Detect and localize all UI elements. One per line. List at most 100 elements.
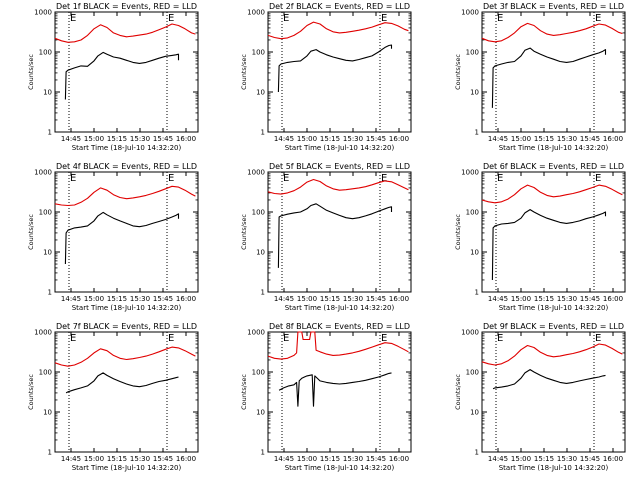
y-tick-label: 10 <box>43 409 52 417</box>
marker-label: E <box>595 333 601 344</box>
series-red-line <box>481 184 623 204</box>
x-axis-label: Start Time (18-Jul-10 14:32:20) <box>285 464 395 472</box>
x-tick-label: 14:45 <box>61 455 81 463</box>
y-tick-label: 100 <box>466 369 479 377</box>
x-tick-label: 16:00 <box>603 295 623 303</box>
panel-title: Det 1f BLACK = Events, RED = LLD <box>56 2 197 11</box>
y-tick-label: 1000 <box>461 9 479 17</box>
marker-label: E <box>381 13 387 24</box>
series-red-line <box>481 343 623 366</box>
panel-det-7: Det 7f BLACK = Events, RED = LLD 1 10 100 10… <box>27 322 199 472</box>
x-tick-label: 14:45 <box>274 295 294 303</box>
x-tick-label: 15:15 <box>534 135 554 143</box>
y-tick-label: 1000 <box>461 329 479 337</box>
x-tick-label: 16:00 <box>603 135 623 143</box>
y-tick-label: 100 <box>39 369 52 377</box>
panel-title: Det 4f BLACK = Events, RED = LLD <box>56 162 197 171</box>
plot-frame <box>54 11 199 133</box>
series-black-line <box>491 209 607 281</box>
y-tick-label: 1000 <box>247 169 265 177</box>
marker-label: E <box>70 333 76 344</box>
x-axis-label: Start Time (18-Jul-10 14:32:20) <box>499 464 609 472</box>
plot-frame <box>481 171 626 293</box>
x-tick-label: 15:15 <box>320 295 340 303</box>
panel-det-1: Det 1f BLACK = Events, RED = LLD 1 10 100 10… <box>27 2 199 152</box>
y-tick-label: 1 <box>261 449 265 457</box>
x-tick-label: 15:15 <box>320 455 340 463</box>
x-axis-label: Start Time (18-Jul-10 14:32:20) <box>499 304 609 312</box>
y-tick-label: 10 <box>470 409 479 417</box>
series-black-line <box>65 372 179 394</box>
y-axis-label: Counts/sec <box>27 214 35 250</box>
x-axis-label: Start Time (18-Jul-10 14:32:20) <box>499 144 609 152</box>
x-tick-label: 15:00 <box>297 455 317 463</box>
y-axis-label: Counts/sec <box>27 54 35 90</box>
x-tick-label: 16:00 <box>176 135 196 143</box>
x-tick-label: 14:45 <box>488 295 508 303</box>
plot-frame <box>267 331 412 453</box>
x-tick-label: 16:00 <box>176 455 196 463</box>
x-tick-label: 15:15 <box>534 295 554 303</box>
series-red-line <box>54 185 196 207</box>
y-axis-label: Counts/sec <box>240 214 248 250</box>
x-tick-label: 16:00 <box>389 455 409 463</box>
y-axis-label: Counts/sec <box>454 54 462 90</box>
x-tick-label: 15:00 <box>511 295 531 303</box>
x-tick-label: 14:45 <box>61 295 81 303</box>
marker-label: E <box>283 333 289 344</box>
x-tick-label: 15:45 <box>153 455 173 463</box>
series-black-line <box>277 203 393 268</box>
x-tick-label: 15:45 <box>366 135 386 143</box>
y-tick-label: 10 <box>470 249 479 257</box>
y-tick-label: 1 <box>48 449 52 457</box>
x-tick-label: 15:15 <box>107 295 127 303</box>
marker-label: E <box>497 173 503 184</box>
y-tick-label: 1000 <box>34 9 52 17</box>
x-tick-label: 15:45 <box>580 455 600 463</box>
panel-det-2: Det 2f BLACK = Events, RED = LLD 1 10 100 10… <box>240 2 412 152</box>
series-red-line <box>54 23 196 43</box>
series-black-line <box>491 47 607 108</box>
y-tick-label: 10 <box>256 249 265 257</box>
marker-label: E <box>70 173 76 184</box>
y-tick-label: 100 <box>39 209 52 217</box>
x-tick-label: 15:45 <box>580 135 600 143</box>
x-tick-label: 15:30 <box>557 455 577 463</box>
y-tick-label: 1 <box>475 129 479 137</box>
x-tick-label: 15:30 <box>130 135 150 143</box>
panel-title: Det 6f BLACK = Events, RED = LLD <box>483 162 624 171</box>
panel-det-9: Det 9f BLACK = Events, RED = LLD 1 10 100 10… <box>454 322 626 472</box>
y-axis-label: Counts/sec <box>27 374 35 410</box>
marker-label: E <box>283 13 289 24</box>
y-tick-label: 10 <box>43 249 52 257</box>
panel-det-8: Det 8f BLACK = Events, RED = LLD 1 10 100 10… <box>240 322 412 472</box>
plot-frame <box>481 331 626 453</box>
marker-label: E <box>168 173 174 184</box>
marker-label: E <box>595 13 601 24</box>
y-tick-label: 1000 <box>34 169 52 177</box>
panel-det-3: Det 3f BLACK = Events, RED = LLD 1 10 100 10… <box>454 2 626 152</box>
series-black-line <box>278 372 392 407</box>
plot-frame <box>267 171 412 293</box>
plot-frame <box>54 331 199 453</box>
y-tick-label: 100 <box>466 49 479 57</box>
x-tick-label: 15:15 <box>107 455 127 463</box>
y-tick-label: 1000 <box>247 9 265 17</box>
x-tick-label: 15:00 <box>511 455 531 463</box>
y-tick-label: 10 <box>43 89 52 97</box>
x-tick-label: 15:30 <box>343 135 363 143</box>
marker-label: E <box>168 333 174 344</box>
marker-label: E <box>70 13 76 24</box>
x-tick-label: 15:00 <box>84 135 104 143</box>
panel-title: Det 2f BLACK = Events, RED = LLD <box>269 2 410 11</box>
y-tick-label: 1 <box>261 289 265 297</box>
y-tick-label: 10 <box>256 409 265 417</box>
marker-label: E <box>381 173 387 184</box>
x-tick-label: 14:45 <box>488 135 508 143</box>
series-red-line <box>481 22 623 43</box>
y-tick-label: 1000 <box>461 169 479 177</box>
plot-frame <box>267 11 412 133</box>
x-tick-label: 16:00 <box>389 295 409 303</box>
y-tick-label: 1000 <box>247 329 265 337</box>
